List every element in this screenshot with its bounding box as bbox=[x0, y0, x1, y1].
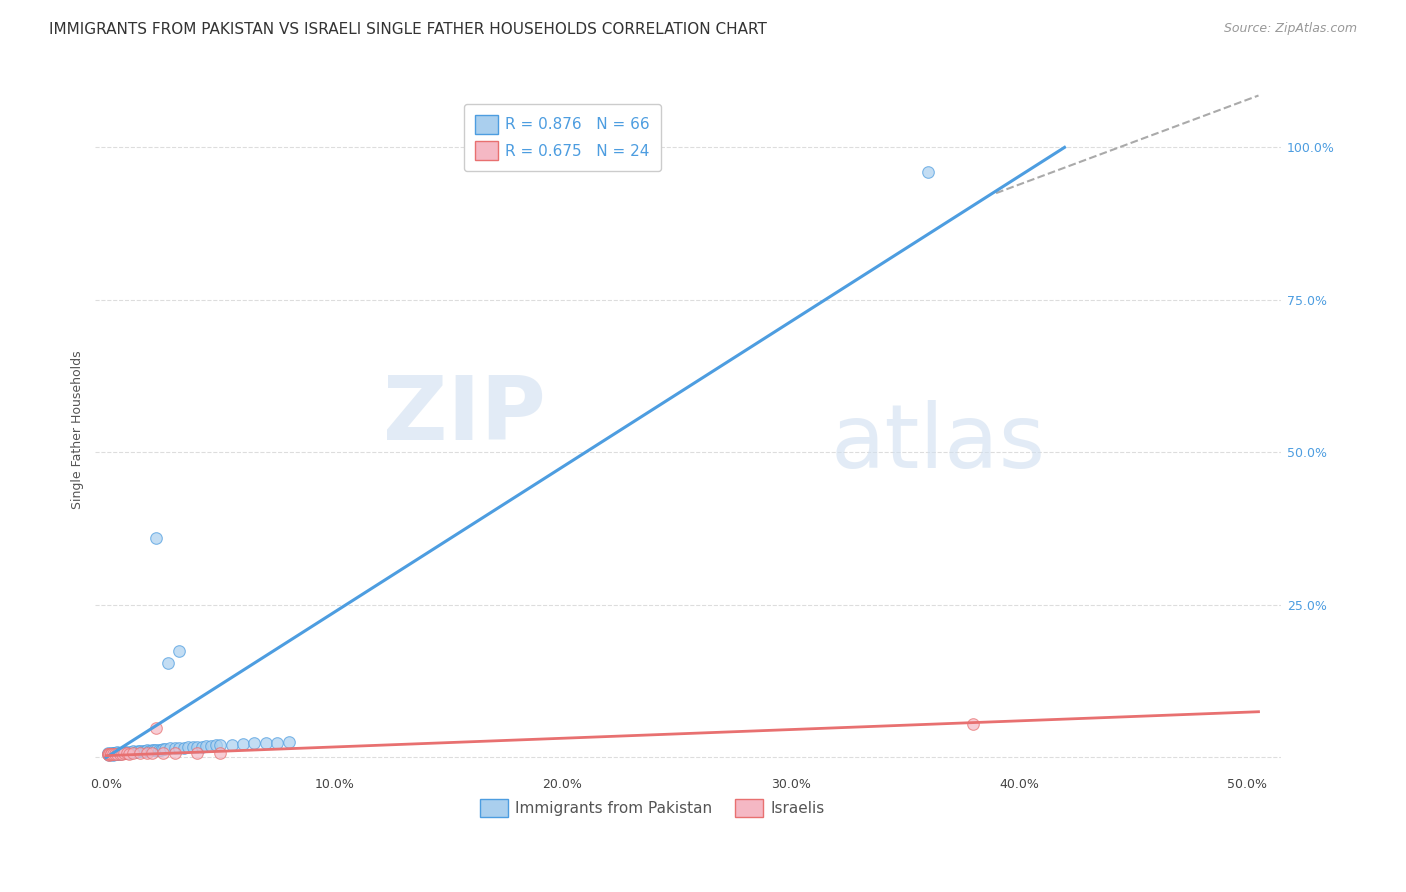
Point bbox=[163, 741, 186, 756]
Point bbox=[266, 736, 288, 750]
Point bbox=[173, 740, 195, 755]
Text: Source: ZipAtlas.com: Source: ZipAtlas.com bbox=[1223, 22, 1357, 36]
Text: atlas: atlas bbox=[831, 400, 1046, 487]
Point bbox=[112, 746, 135, 760]
Point bbox=[243, 736, 266, 750]
Point bbox=[111, 746, 134, 760]
Point bbox=[104, 747, 127, 761]
Point bbox=[107, 747, 129, 761]
Point bbox=[156, 656, 179, 670]
Point bbox=[115, 746, 138, 760]
Point bbox=[101, 747, 124, 762]
Point bbox=[131, 744, 153, 758]
Point bbox=[105, 746, 128, 760]
Point bbox=[122, 746, 145, 760]
Point bbox=[100, 746, 122, 760]
Point bbox=[112, 746, 135, 760]
Point bbox=[112, 746, 135, 760]
Point bbox=[98, 747, 121, 761]
Point bbox=[277, 735, 299, 749]
Point bbox=[97, 747, 120, 762]
Point bbox=[254, 736, 277, 750]
Text: IMMIGRANTS FROM PAKISTAN VS ISRAELI SINGLE FATHER HOUSEHOLDS CORRELATION CHART: IMMIGRANTS FROM PAKISTAN VS ISRAELI SING… bbox=[49, 22, 768, 37]
Point bbox=[200, 739, 222, 753]
Point bbox=[112, 745, 135, 759]
Point bbox=[97, 747, 120, 762]
Point bbox=[145, 721, 167, 735]
Legend: Immigrants from Pakistan, Israelis: Immigrants from Pakistan, Israelis bbox=[474, 793, 831, 823]
Point bbox=[110, 746, 132, 760]
Point bbox=[141, 746, 163, 760]
Point bbox=[143, 743, 166, 757]
Point bbox=[107, 746, 129, 760]
Point bbox=[181, 740, 204, 755]
Point bbox=[104, 747, 127, 761]
Point bbox=[100, 747, 122, 762]
Point bbox=[111, 747, 134, 761]
Point bbox=[177, 740, 200, 755]
Point bbox=[155, 742, 177, 756]
Point bbox=[104, 747, 127, 762]
Point bbox=[917, 165, 939, 179]
Point bbox=[149, 742, 172, 756]
Point bbox=[107, 747, 129, 761]
Point bbox=[136, 743, 159, 757]
Point bbox=[127, 744, 149, 758]
Point bbox=[141, 743, 163, 757]
Point bbox=[145, 531, 167, 545]
Point bbox=[100, 747, 122, 762]
Point bbox=[167, 644, 190, 658]
Point bbox=[104, 746, 127, 760]
Point bbox=[101, 746, 124, 760]
Point bbox=[152, 742, 174, 756]
Point bbox=[186, 739, 208, 754]
Point bbox=[204, 739, 226, 753]
Point bbox=[118, 747, 141, 761]
Point bbox=[136, 746, 159, 760]
Y-axis label: Single Father Households: Single Father Households bbox=[72, 351, 84, 508]
Point bbox=[134, 744, 156, 758]
Text: ZIP: ZIP bbox=[382, 372, 546, 459]
Point bbox=[186, 746, 208, 760]
Point bbox=[167, 740, 190, 755]
Point bbox=[209, 739, 232, 753]
Point bbox=[101, 747, 124, 761]
Point bbox=[195, 739, 218, 753]
Point bbox=[97, 746, 120, 760]
Point bbox=[191, 739, 214, 754]
Point bbox=[108, 746, 131, 760]
Point bbox=[129, 746, 152, 760]
Point bbox=[159, 741, 181, 756]
Point bbox=[962, 717, 984, 731]
Point bbox=[108, 747, 131, 761]
Point bbox=[125, 745, 148, 759]
Point bbox=[152, 746, 174, 760]
Point bbox=[97, 747, 120, 762]
Point bbox=[148, 742, 170, 756]
Point bbox=[209, 746, 232, 760]
Point bbox=[115, 746, 138, 760]
Point bbox=[97, 747, 120, 762]
Point bbox=[100, 747, 122, 762]
Point bbox=[120, 745, 142, 759]
Point bbox=[118, 746, 141, 760]
Point bbox=[103, 747, 125, 762]
Point bbox=[100, 747, 122, 761]
Point bbox=[163, 746, 186, 760]
Point bbox=[122, 744, 145, 758]
Point bbox=[129, 744, 152, 758]
Point bbox=[97, 747, 120, 762]
Point bbox=[103, 746, 125, 760]
Point bbox=[108, 747, 131, 761]
Point bbox=[145, 742, 167, 756]
Point bbox=[232, 737, 254, 751]
Point bbox=[138, 744, 160, 758]
Point bbox=[107, 745, 129, 759]
Point bbox=[221, 738, 243, 752]
Point bbox=[98, 747, 121, 762]
Point bbox=[115, 745, 138, 759]
